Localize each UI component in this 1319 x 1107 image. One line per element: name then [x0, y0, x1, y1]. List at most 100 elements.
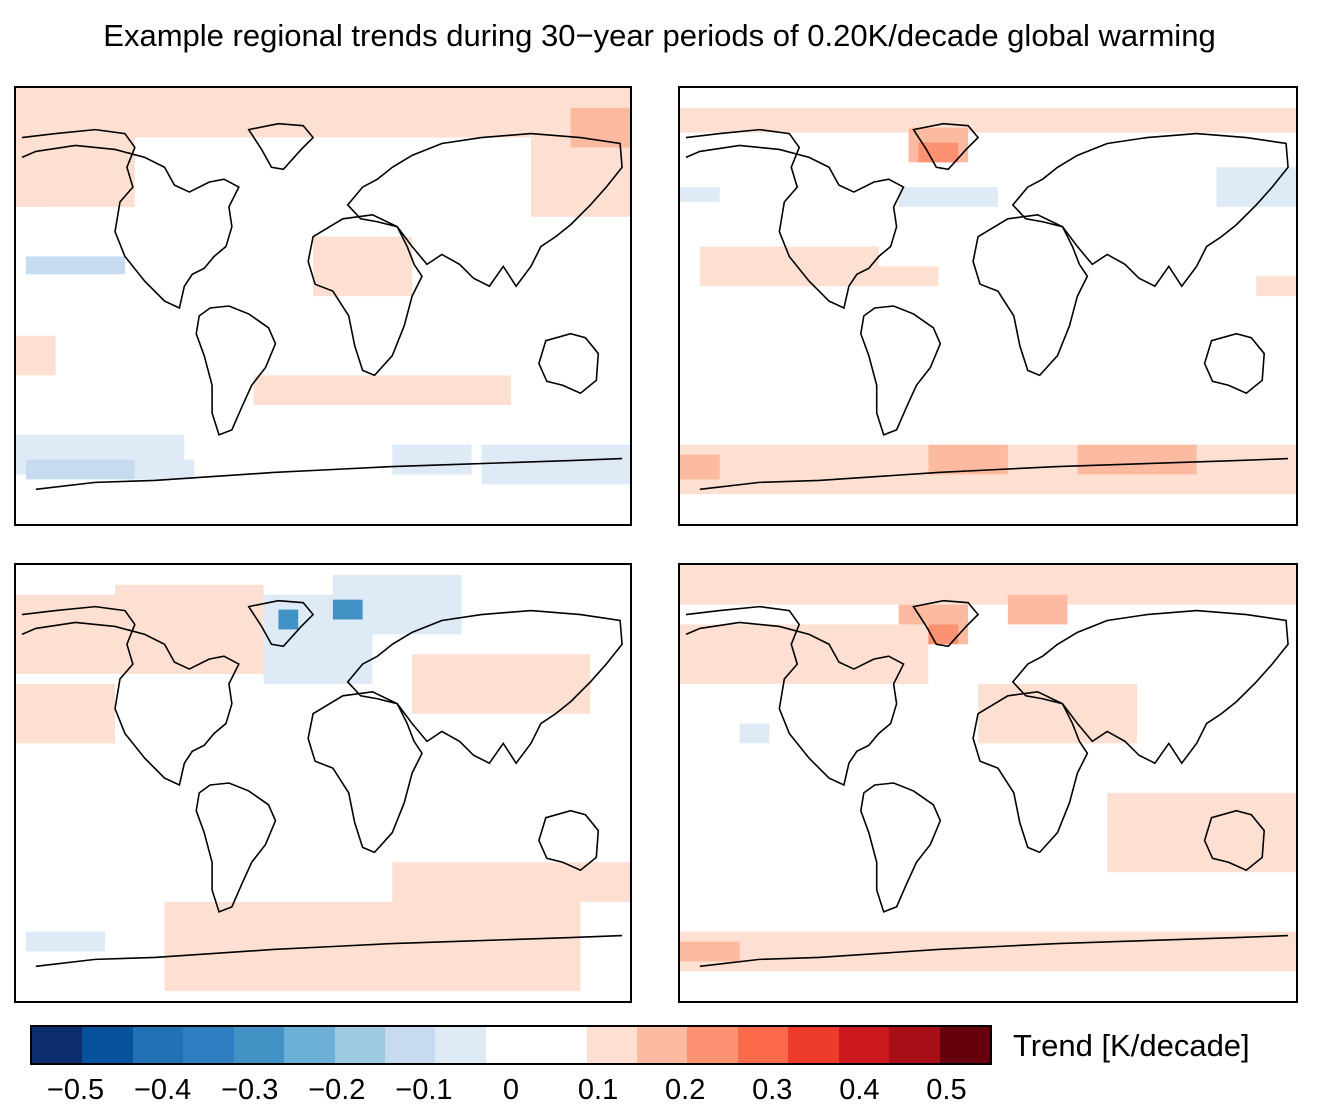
trend-cell — [918, 142, 959, 163]
colorbar-segment — [284, 1027, 335, 1063]
trend-cell — [278, 609, 299, 630]
coastline — [972, 691, 1089, 854]
colorbar-tick-label: −0.5 — [46, 1074, 105, 1106]
trend-cell — [570, 107, 630, 148]
coastline — [1203, 809, 1266, 872]
colorbar-segment — [838, 1027, 890, 1063]
figure-title: Example regional trends during 30−year p… — [103, 18, 1216, 53]
coastline — [307, 214, 423, 377]
colorbar-tick-label: 0.3 — [752, 1074, 793, 1106]
trend-cell — [1077, 444, 1197, 475]
colorbar-segment — [233, 1027, 285, 1063]
trend-cell — [878, 266, 939, 287]
coastline — [247, 122, 315, 171]
coastline — [247, 599, 315, 648]
coastline — [538, 809, 600, 872]
colorbar-segment — [637, 1027, 688, 1063]
coastline — [21, 128, 240, 310]
trend-cell — [134, 459, 195, 480]
trend-cell — [680, 931, 1296, 972]
trend-cell — [16, 335, 56, 376]
coastline — [685, 605, 905, 787]
trend-cell — [680, 941, 740, 962]
map-panel-bottom-right — [678, 563, 1298, 1003]
trend-cell — [1256, 276, 1296, 297]
coastline — [35, 457, 623, 491]
coastline — [860, 782, 942, 913]
colorbar-label: Trend [K/decade] — [1013, 1028, 1250, 1063]
colorbar-tick-label: −0.2 — [308, 1074, 366, 1106]
colorbar-tick-label: 0.4 — [839, 1074, 880, 1106]
coastline — [972, 214, 1089, 377]
coastline — [1011, 132, 1289, 288]
trend-cell — [16, 594, 116, 674]
colorbar-segment — [384, 1027, 436, 1063]
colorbar-segment — [788, 1027, 839, 1063]
coastline — [912, 122, 980, 171]
colorbar-segment — [586, 1027, 638, 1063]
colorbar — [30, 1025, 992, 1065]
coastline — [1011, 609, 1289, 765]
colorbar-tick-label: 0.5 — [926, 1074, 967, 1106]
trend-cell — [898, 187, 998, 207]
trend-cell — [392, 862, 630, 902]
world-map — [680, 565, 1296, 972]
trend-cell — [253, 375, 512, 406]
coastline — [35, 934, 623, 968]
trend-cell — [699, 246, 879, 287]
colorbar-tick-label: −0.3 — [221, 1074, 279, 1106]
coastline — [346, 132, 623, 288]
trend-cell — [16, 88, 630, 138]
trend-cell — [25, 931, 106, 952]
colorbar-tick-label: −0.1 — [395, 1074, 453, 1106]
trend-cell — [16, 683, 116, 744]
colorbar-segment — [334, 1027, 385, 1063]
trend-cell — [1107, 792, 1296, 873]
coastline — [685, 128, 905, 310]
colorbar-segment — [536, 1027, 587, 1063]
colorbar-segment — [435, 1027, 486, 1063]
coastline — [1203, 332, 1266, 395]
colorbar-segment — [82, 1027, 133, 1063]
map-panel-bottom-left — [14, 563, 632, 1003]
trend-cell — [481, 444, 630, 485]
colorbar-segment — [889, 1027, 940, 1063]
trend-cell — [16, 147, 46, 207]
map-panel-top-left — [14, 86, 632, 526]
trend-cell — [739, 723, 770, 744]
map-panel-top-right — [678, 86, 1298, 526]
colorbar-segment — [485, 1027, 537, 1063]
colorbar-tick-label: −0.4 — [134, 1074, 192, 1106]
coastline — [860, 305, 942, 436]
trend-cell — [1007, 594, 1068, 625]
colorbar-tick-label: 0 — [502, 1074, 520, 1106]
world-map — [680, 107, 1296, 495]
world-map — [16, 574, 630, 992]
coastline — [538, 332, 600, 395]
trend-cell — [25, 459, 135, 480]
world-map — [16, 88, 630, 491]
trend-cell — [392, 444, 472, 475]
trend-cell — [680, 565, 1296, 605]
colorbar-segment — [183, 1027, 234, 1063]
colorbar-tick-label: 0.1 — [577, 1074, 619, 1106]
coastline — [912, 599, 980, 648]
coastline — [195, 782, 277, 913]
coastline — [21, 605, 240, 787]
trend-cell — [115, 584, 264, 674]
trend-cell — [680, 454, 720, 480]
colorbar-segment — [687, 1027, 738, 1063]
trend-cell — [313, 236, 413, 297]
coastline — [195, 305, 277, 436]
trend-cell — [680, 107, 1296, 133]
coastline — [346, 609, 623, 765]
trend-cell — [412, 654, 591, 714]
trend-cell — [25, 256, 125, 275]
colorbar-tick-label: 0.2 — [665, 1074, 706, 1106]
colorbar-segment — [939, 1027, 991, 1063]
trend-cell — [680, 187, 720, 202]
trend-cell — [164, 901, 581, 992]
coastline — [699, 457, 1289, 491]
trend-cell — [332, 599, 363, 620]
coastline — [307, 691, 423, 854]
